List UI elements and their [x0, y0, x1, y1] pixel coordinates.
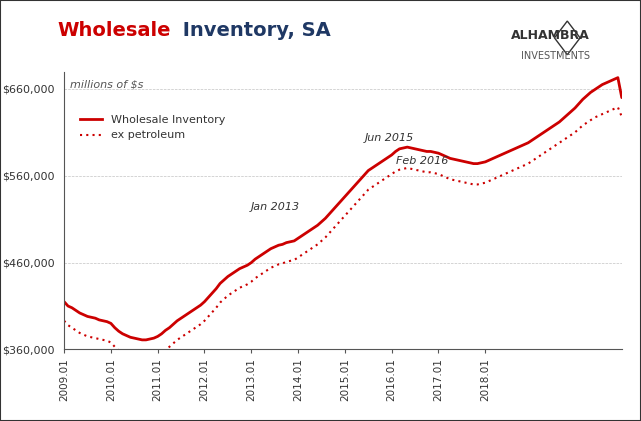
Text: Jan 2013: Jan 2013: [251, 203, 301, 213]
Text: INVESTMENTS: INVESTMENTS: [520, 51, 590, 61]
Text: millions of $s: millions of $s: [70, 80, 143, 90]
Text: Jun 2015: Jun 2015: [364, 133, 413, 143]
Text: Inventory, SA: Inventory, SA: [176, 21, 331, 40]
Legend: Wholesale Inventory, ex petroleum: Wholesale Inventory, ex petroleum: [75, 110, 229, 145]
Text: ALHAMBRA: ALHAMBRA: [511, 29, 590, 43]
Text: Wholesale: Wholesale: [58, 21, 171, 40]
Text: Feb 2016: Feb 2016: [395, 156, 448, 165]
